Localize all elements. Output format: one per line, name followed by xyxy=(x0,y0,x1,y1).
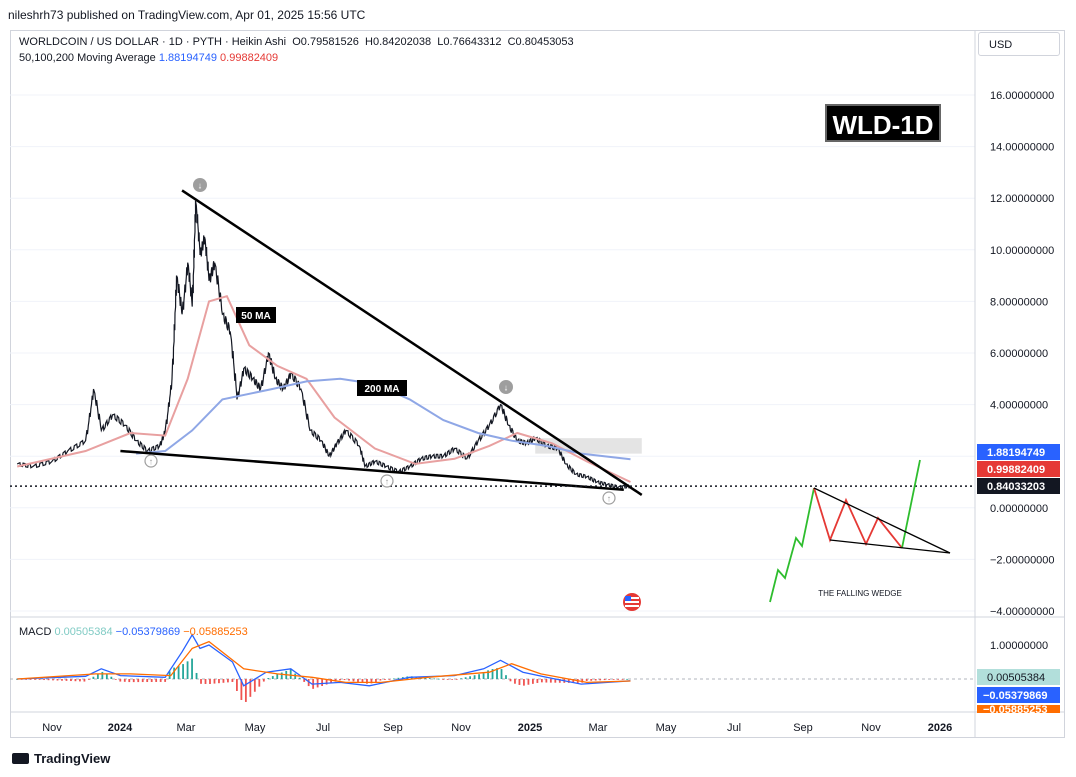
ohlc-low: L0.76643312 xyxy=(434,36,502,48)
symbol-name: WORLDCOIN / US DOLLAR · 1D · PYTH · Heik… xyxy=(19,36,287,48)
currency-button[interactable]: USD xyxy=(978,32,1060,56)
wld-1d-badge: WLD-1D xyxy=(825,104,941,142)
macd-hist-value: 0.00505384 xyxy=(54,626,113,638)
ohlc-close: C0.80453053 xyxy=(504,36,574,48)
ohlc-high: H0.84202038 xyxy=(361,36,432,48)
ma-legend-label: 50,100,200 Moving Average xyxy=(19,52,156,64)
chart-frame xyxy=(10,30,1065,738)
ma-legend-value-1: 1.88194749 xyxy=(158,52,217,64)
tradingview-footer[interactable]: TradingView xyxy=(12,751,110,766)
macd-signal-value: −0.05885253 xyxy=(183,626,248,638)
tradingview-brand: TradingView xyxy=(34,751,111,766)
publisher-line: nileshrh73 published on TradingView.com,… xyxy=(8,8,366,22)
symbol-legend: WORLDCOIN / US DOLLAR · 1D · PYTH · Heik… xyxy=(19,36,574,48)
macd-legend: MACD 0.00505384 −0.05379869 −0.05885253 xyxy=(19,626,248,638)
ma-legend-value-2: 0.99882409 xyxy=(220,52,279,64)
ohlc-open: O0.79581526 xyxy=(289,36,359,48)
ma-legend: 50,100,200 Moving Average 1.88194749 0.9… xyxy=(19,52,278,64)
tradingview-logo-icon xyxy=(12,753,29,764)
macd-line-value: −0.05379869 xyxy=(115,626,181,638)
macd-label: MACD xyxy=(19,626,52,638)
